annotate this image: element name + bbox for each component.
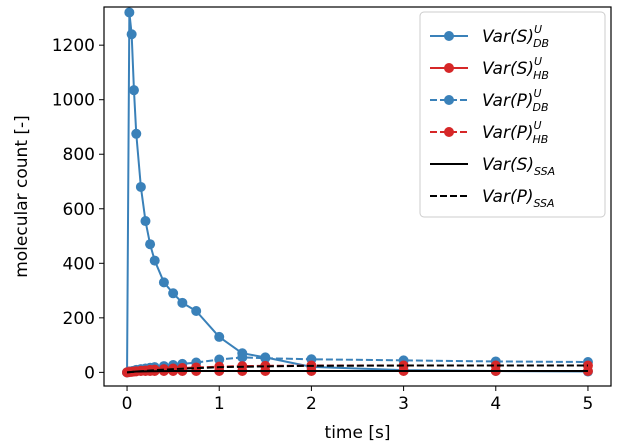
legend-label: Var(P)U HB	[482, 119, 548, 146]
series-5	[126, 364, 588, 374]
y-tick-label: 800	[63, 145, 95, 165]
data-point	[126, 29, 137, 40]
x-tick-label: 2	[306, 394, 317, 414]
y-tick-label: 600	[63, 200, 95, 220]
data-point	[191, 306, 202, 317]
y-tick-label: 400	[63, 254, 95, 274]
data-point	[214, 354, 225, 365]
data-point	[260, 353, 271, 364]
legend-label: Var(S)U DB	[482, 23, 549, 50]
legend-item: Var(S)SSA	[430, 155, 555, 178]
data-point	[124, 7, 135, 18]
x-tick-label: 4	[490, 394, 501, 414]
x-tick-label: 1	[214, 394, 225, 414]
legend-label: Var(S)U HB	[482, 55, 549, 82]
legend-marker	[444, 63, 454, 73]
data-point	[177, 297, 188, 308]
legend-item: Var(S)U HB	[430, 55, 549, 82]
y-tick-label: 1200	[52, 36, 95, 56]
legend-label: Var(S)SSA	[482, 155, 555, 178]
data-point	[168, 288, 179, 299]
data-point	[191, 362, 202, 373]
legend-marker	[444, 127, 454, 137]
x-tick-label: 0	[122, 394, 133, 414]
x-axis-label: time [s]	[325, 423, 391, 443]
legend-box	[419, 11, 606, 218]
legend-item: Var(P)U HB	[430, 119, 548, 146]
legend: Var(S)U DB Var(S)U HB Var(P)U DB Var(P)U HB Var(…	[419, 11, 606, 218]
y-tick-label: 1000	[52, 91, 95, 111]
data-point	[135, 181, 146, 192]
legend-label: Var(P)SSA	[482, 187, 555, 210]
plot-frame	[103, 6, 612, 387]
data-point	[158, 277, 169, 288]
legend-label: Var(P)U DB	[482, 87, 549, 114]
y-axis: 0 200 400 600 800 1000 1200	[52, 36, 104, 383]
data-point	[214, 331, 225, 342]
series-layer	[122, 7, 593, 378]
x-tick-label: 3	[398, 394, 409, 414]
y-tick-label: 200	[63, 309, 95, 329]
series-line	[126, 364, 588, 374]
data-point	[145, 239, 156, 250]
legend-marker	[444, 95, 454, 105]
data-point	[260, 360, 271, 371]
legend-item: Var(S)U DB	[430, 23, 549, 50]
legend-item: Var(P)SSA	[430, 187, 555, 210]
x-tick-label: 5	[583, 394, 594, 414]
x-axis: 0 1 2 3 4 5	[122, 386, 594, 414]
y-axis-label: molecular count [-]	[12, 115, 32, 278]
data-point	[140, 216, 151, 227]
y-tick-label: 0	[84, 363, 95, 383]
legend-marker	[444, 31, 454, 41]
data-point	[237, 352, 248, 363]
legend-item: Var(P)U DB	[430, 87, 549, 114]
data-point	[490, 360, 501, 371]
data-point	[131, 128, 142, 139]
data-point	[149, 255, 160, 266]
data-point	[128, 85, 139, 96]
